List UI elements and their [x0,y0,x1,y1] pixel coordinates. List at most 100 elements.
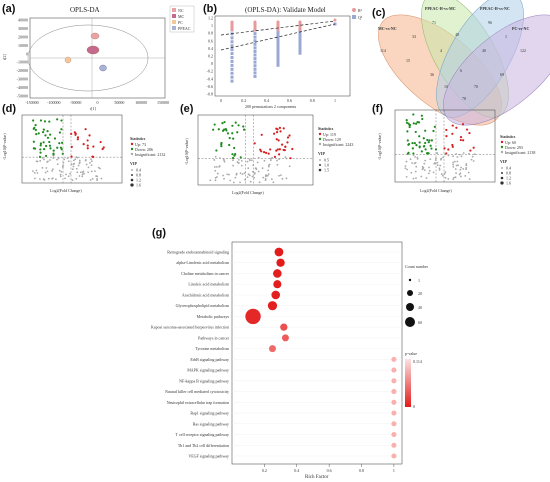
panel-g: (g) Retrograde endocannabinoid signaling… [151,227,429,480]
vip-legend-value: 0.5 [324,158,329,163]
panel-f-points [395,110,495,182]
q2-point [230,44,234,48]
insignificant-point [98,156,101,159]
pathway-label: Choline metabolism in cancer [181,271,230,276]
count-legend-dot [408,278,412,282]
pvalue-legend-title: p-value [405,351,417,356]
q2-point [253,32,257,36]
insignificant-point [33,171,36,174]
down-point [228,136,231,140]
insignificant-point [73,162,76,165]
pathway-label: Retrograde endocannabinoid signaling [167,250,229,255]
insignificant-point [91,177,94,180]
insignificant-point [452,166,455,168]
pathway-bubble [268,345,276,353]
insignificant-point [253,176,256,179]
venn-set-pc-vs-nc [443,14,550,126]
insignificant-point [59,175,62,178]
down-point [415,144,418,147]
up-point [278,126,282,130]
up-point [469,149,472,152]
insignificant-point [87,166,90,169]
vip-legend-value: 1.2 [506,176,511,181]
down-point [408,125,411,129]
panel-a-ytick-label: -30000 [17,77,28,82]
insignificant-point [423,169,426,172]
insignificant-point [465,163,468,165]
up-point [451,132,454,135]
down-point [418,135,421,138]
down-point [217,128,220,131]
panel-a-ytick-label: 0 [26,51,28,56]
q2-regression-line [220,23,336,51]
venn-count: 69 [500,72,504,77]
insignificant-point [246,176,249,179]
up-point [278,148,281,151]
down-point [405,118,408,122]
insignificant-point [213,159,216,161]
insignificant-point [51,169,53,172]
insignificant-point [447,178,450,180]
insignificant-point [405,160,408,163]
insignificant-point [438,167,441,170]
insignificant-point [468,152,470,155]
panel-a-ytick-label: 20000 [18,34,28,39]
down-point [428,139,431,142]
pathway-bubble [391,356,397,362]
down-point [58,131,62,134]
insignificant-point [60,170,63,173]
down-point [60,119,63,122]
insignificant-point [51,168,54,171]
down-point [432,129,435,133]
q2-point [253,35,257,39]
panel-f-down: Down: 293 [505,145,523,150]
up-point [447,148,450,151]
down-point [32,119,35,122]
vip-legend-value: 0.4 [136,168,141,173]
count-legend-title: Count number [405,264,429,269]
panel-a-xtick-label: -50000 [70,100,81,105]
insignificant-point [412,154,415,157]
vip-legend-dot [319,159,321,161]
legend-mc-label: MC [178,14,185,19]
insignificant-point [250,159,253,162]
up-point [74,133,77,136]
panel-g-rows: Retrograde endocannabinoid signaling alph… [151,247,402,459]
up-point [88,134,91,137]
q2-point [298,51,302,55]
insignificant-point [218,157,221,160]
insignificant-point [31,170,34,172]
up-point [288,134,291,137]
q2-point [298,49,302,53]
insignificant-point [443,172,446,175]
count-legend-value: 40 [418,305,422,310]
pvalue-colorbar [405,359,411,407]
down-point [408,124,411,127]
insignificant-point [447,154,450,157]
venn-count: 4 [440,48,442,53]
venn-count: 6 [460,68,462,73]
insignificant-point [264,174,267,176]
down-point [56,118,59,121]
vip-legend-dot [501,167,503,169]
insignificant-point [39,178,41,180]
insignificant-point [251,175,254,178]
insignificant-point [90,170,93,173]
up-point [84,128,87,131]
insignificant-point [414,155,416,158]
insignificant-point [248,174,251,177]
legend-up-dot [130,142,134,146]
up-point [70,155,73,158]
panel-b-xticks: 0 0.2 0.4 0.6 0.8 1 [220,98,336,103]
up-point [279,130,282,133]
legend-insig-dot [130,152,134,156]
pathway-label: Neutrophil extracellular trap formation [167,400,229,405]
panel-c: (c) MC-vs-NC PPEAC-H-vs-MC PPEAC-H-vs-NC… [372,0,550,126]
insignificant-point [57,157,60,160]
insignificant-point [460,166,462,169]
insignificant-point [79,171,82,174]
q2-point [253,60,257,64]
panel-a-xticks: -150000 -100000 -50000 0 50000 100000 150000 [25,100,169,105]
insignificant-point [456,160,459,163]
q2-point [298,46,302,50]
